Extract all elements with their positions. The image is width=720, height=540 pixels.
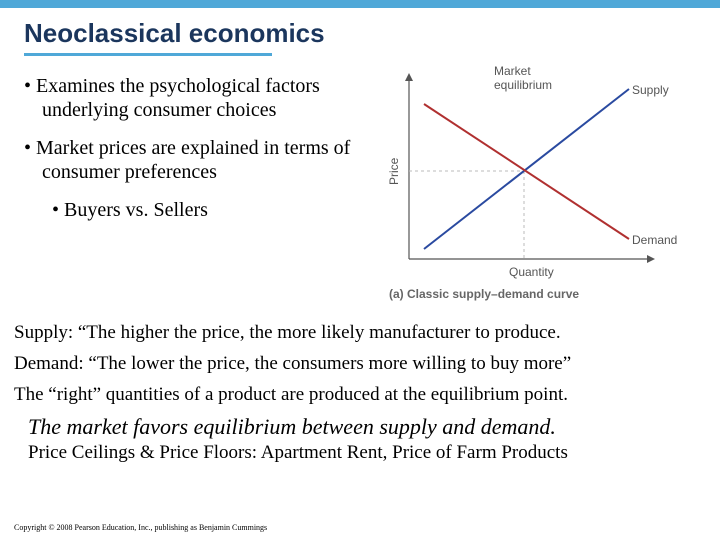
supply-paragraph: Supply: “The higher the price, the more …: [14, 322, 706, 345]
bullet-item: Market prices are explained in terms of …: [24, 136, 354, 184]
x-axis-label: Quantity: [509, 265, 554, 279]
supply-line: [424, 89, 629, 249]
bullet-subitem: Buyers vs. Sellers: [52, 198, 354, 222]
examples-paragraph: Price Ceilings & Price Floors: Apartment…: [28, 442, 706, 464]
equilibrium-label: Market equilibrium: [494, 64, 552, 92]
arrowhead-icon: [647, 255, 655, 263]
arrowhead-icon: [405, 73, 413, 81]
emphasis-paragraph: The market favors equilibrium between su…: [28, 414, 706, 439]
chart-caption: (a) Classic supply–demand curve: [389, 287, 579, 301]
bottom-text-block: Supply: “The higher the price, the more …: [0, 314, 720, 464]
demand-paragraph: Demand: “The lower the price, the consum…: [14, 353, 706, 376]
bullet-list: Examines the psychological factors under…: [24, 64, 354, 314]
supply-series-label: Supply: [632, 83, 669, 97]
bullet-item: Examines the psychological factors under…: [24, 74, 354, 122]
content-row: Examines the psychological factors under…: [0, 56, 720, 314]
demand-line: [424, 104, 629, 239]
page-title: Neoclassical economics: [0, 8, 720, 53]
y-axis-label: Price: [387, 158, 401, 185]
supply-demand-chart: Market equilibrium Supply Demand Quantit…: [354, 64, 684, 314]
copyright-notice: Copyright © 2008 Pearson Education, Inc.…: [14, 523, 267, 532]
equilibrium-paragraph: The “right” quantities of a product are …: [14, 384, 706, 407]
demand-series-label: Demand: [632, 233, 677, 247]
top-accent-bar: [0, 0, 720, 8]
